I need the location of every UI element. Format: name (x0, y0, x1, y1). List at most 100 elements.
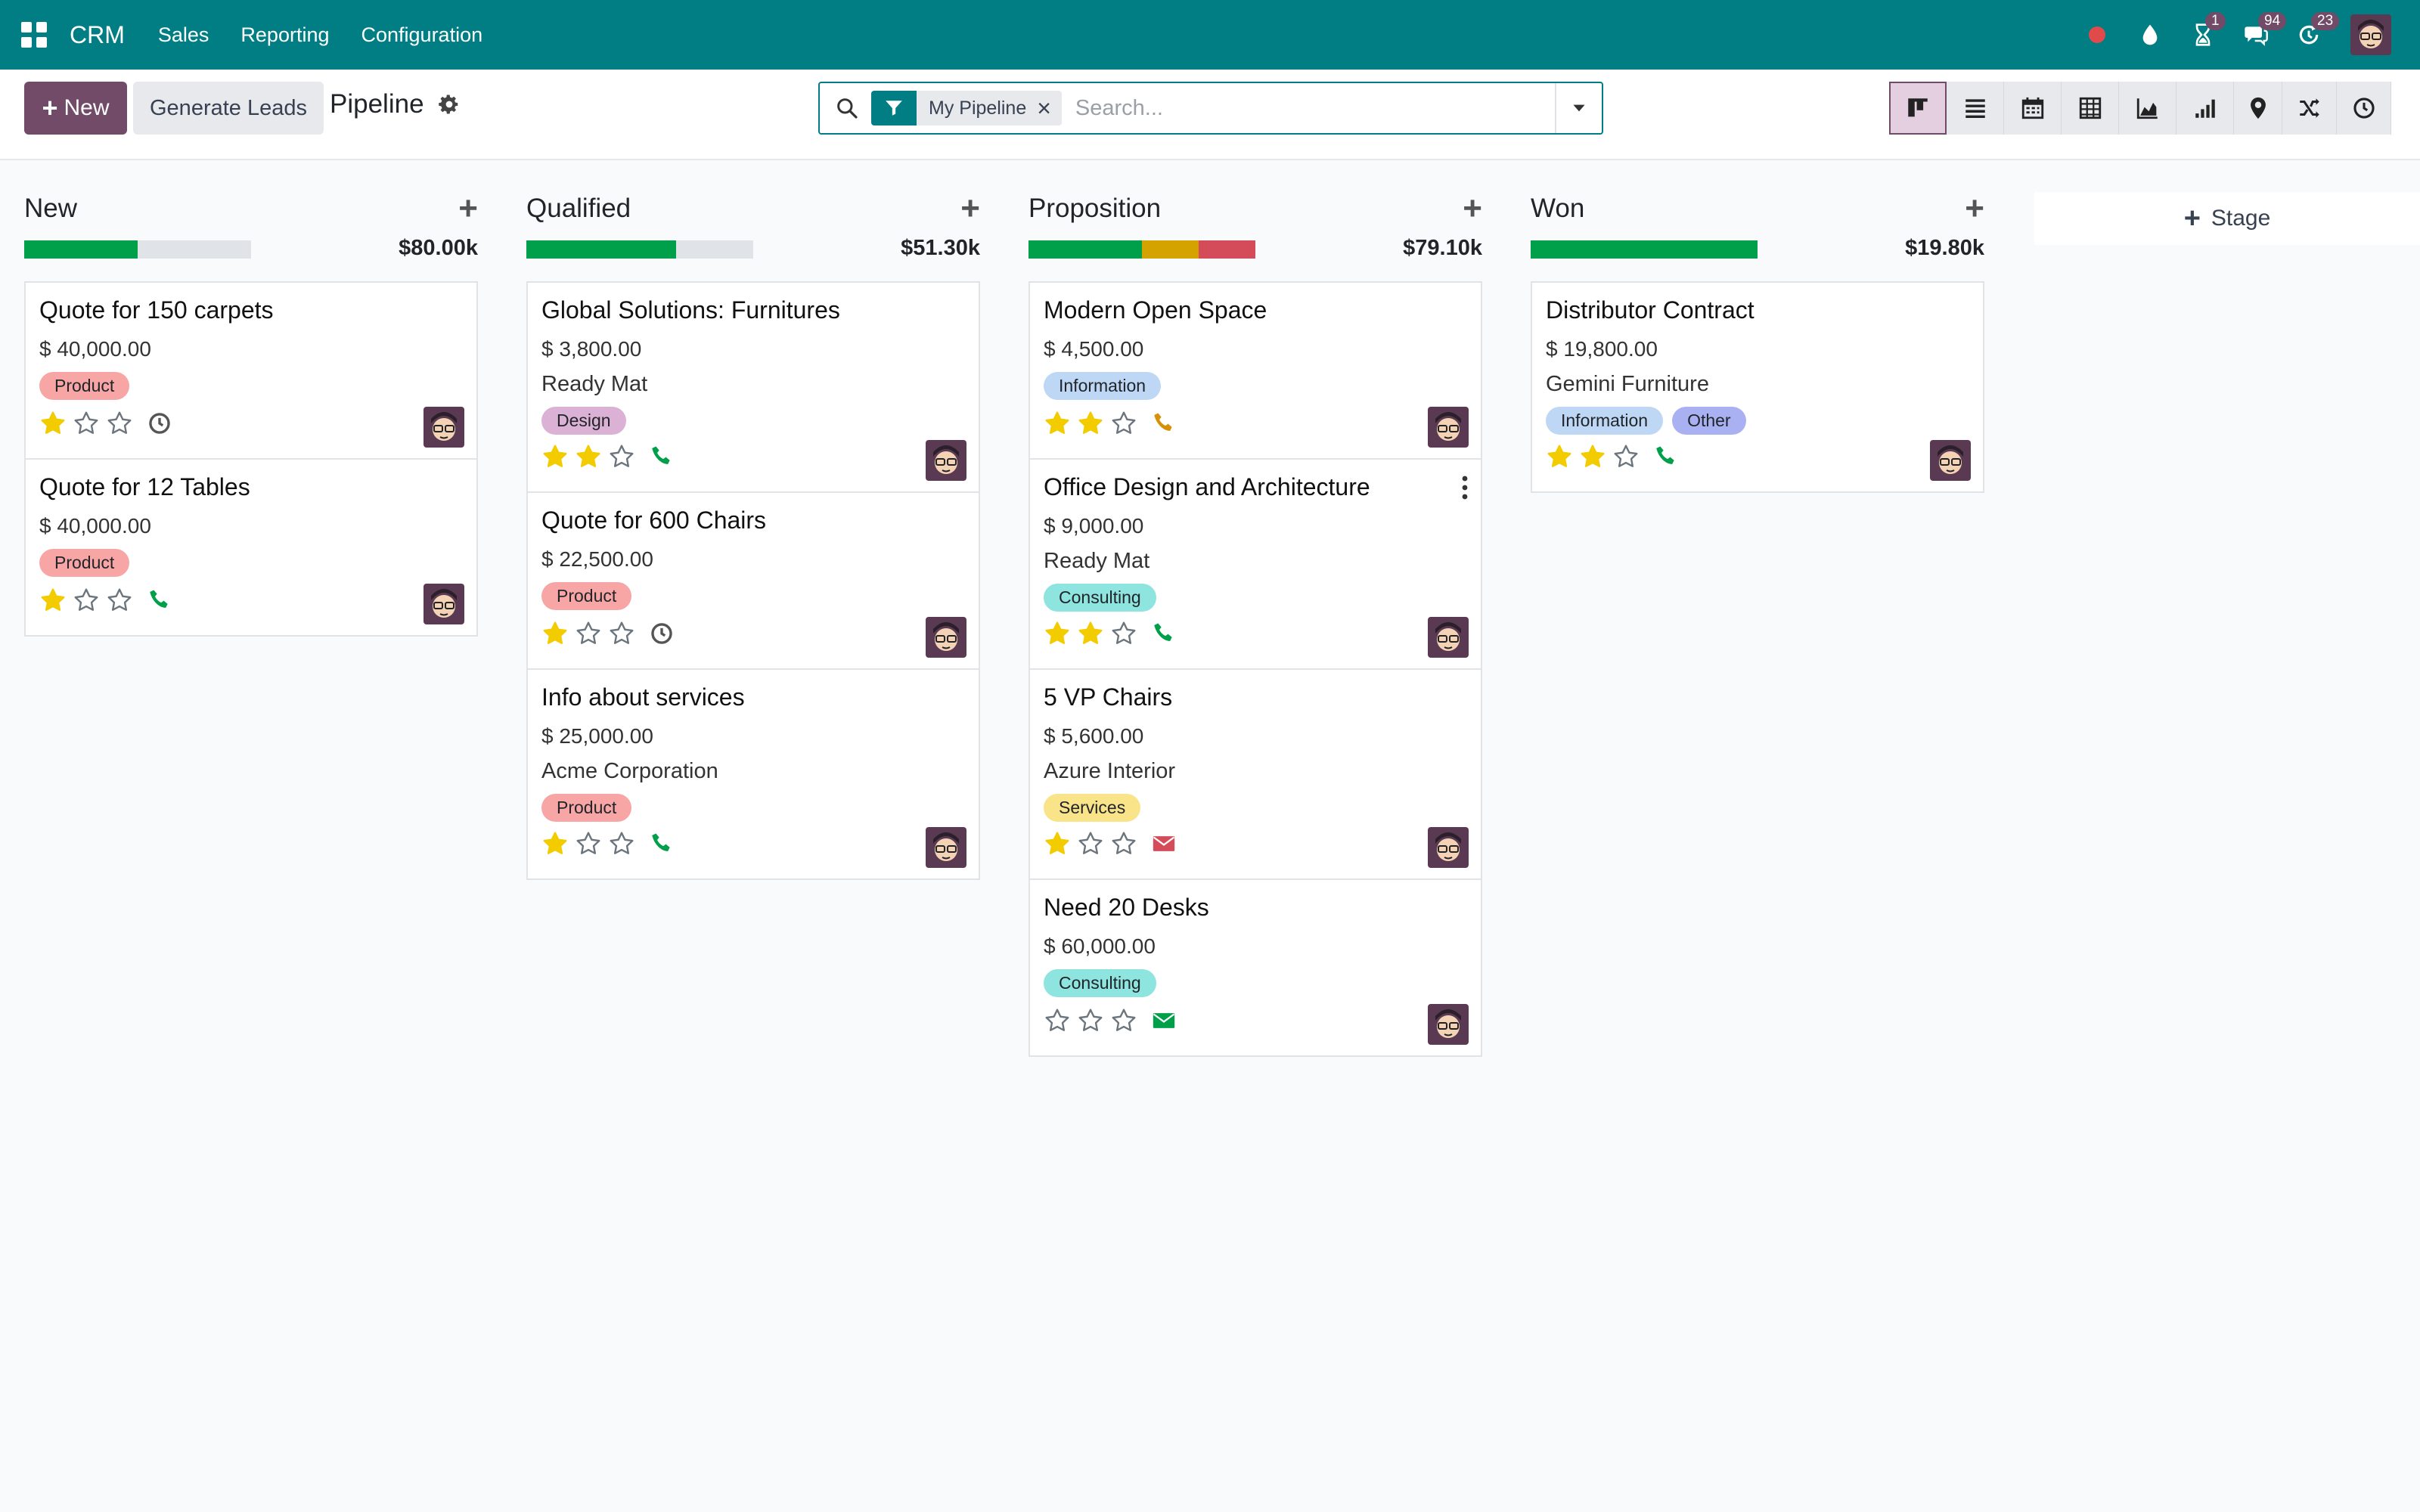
star-filled-icon[interactable] (39, 587, 67, 614)
star-empty-icon[interactable] (1077, 830, 1104, 857)
clock-icon[interactable] (147, 411, 172, 436)
kanban-card[interactable]: Quote for 12 Tables $ 40,000.00 Product (24, 458, 478, 637)
column-title[interactable]: New (24, 194, 78, 223)
star-filled-icon[interactable] (1044, 410, 1071, 437)
salesperson-avatar[interactable] (424, 584, 464, 624)
list-view-button[interactable] (1947, 82, 2004, 135)
kanban-card[interactable]: Need 20 Desks $ 60,000.00 Consulting (1028, 878, 1482, 1057)
graph-view-button[interactable] (2119, 82, 2176, 135)
app-brand[interactable]: CRM (70, 20, 125, 48)
phone-icon[interactable] (1653, 444, 1679, 469)
column-title[interactable]: Qualified (526, 194, 631, 223)
star-empty-icon[interactable] (106, 587, 133, 614)
messaging-menu[interactable]: 94 (2229, 0, 2287, 70)
salesperson-avatar[interactable] (926, 617, 966, 658)
column-progress-bar[interactable] (1028, 240, 1255, 259)
kanban-card[interactable]: Global Solutions: Furnitures $ 3,800.00 Re… (526, 281, 980, 493)
star-filled-icon[interactable] (39, 410, 67, 437)
progress-segment[interactable] (1142, 240, 1199, 259)
star-empty-icon[interactable] (1110, 1007, 1137, 1034)
calendar-view-button[interactable] (2004, 82, 2062, 135)
salesperson-avatar[interactable] (1428, 407, 1469, 448)
progress-segment[interactable] (526, 240, 676, 259)
salesperson-avatar[interactable] (1428, 827, 1469, 868)
salesperson-avatar[interactable] (1428, 1004, 1469, 1045)
kanban-card[interactable]: Modern Open Space $ 4,500.00 Information (1028, 281, 1482, 460)
star-filled-icon[interactable] (1546, 443, 1573, 470)
salesperson-avatar[interactable] (1930, 440, 1971, 481)
kanban-card[interactable]: Quote for 600 Chairs $ 22,500.00 Product (526, 491, 980, 670)
search-input[interactable] (1073, 94, 1531, 122)
pivot-view-button[interactable] (2062, 82, 2119, 135)
kanban-card[interactable]: Quote for 150 carpets $ 40,000.00 Product (24, 281, 478, 460)
progress-segment[interactable] (1028, 240, 1142, 259)
new-button[interactable]: + New (24, 82, 127, 135)
activity-flow-view-button[interactable] (2282, 82, 2337, 135)
star-empty-icon[interactable] (575, 620, 602, 647)
add-stage-button[interactable]: + Stage (2034, 192, 2420, 245)
column-title[interactable]: Proposition (1028, 194, 1162, 223)
salesperson-avatar[interactable] (926, 827, 966, 868)
kanban-card[interactable]: Office Design and Architecture $ 9,000.00… (1028, 458, 1482, 670)
star-empty-icon[interactable] (608, 620, 635, 647)
star-empty-icon[interactable] (73, 587, 100, 614)
map-view-button[interactable] (2234, 82, 2282, 135)
star-empty-icon[interactable] (1110, 620, 1137, 647)
phone-icon[interactable] (1151, 621, 1177, 646)
generate-leads-button[interactable]: Generate Leads (133, 82, 324, 135)
kanban-card[interactable]: Info about services $ 25,000.00 Acme Corpo… (526, 668, 980, 880)
recording-indicator[interactable] (2071, 0, 2124, 70)
star-empty-icon[interactable] (608, 443, 635, 470)
star-empty-icon[interactable] (575, 830, 602, 857)
kanban-card[interactable]: Distributor Contract $ 19,800.00 Gemini Fu… (1531, 281, 1984, 493)
progress-segment[interactable] (1199, 240, 1255, 259)
column-quick-add-icon[interactable]: + (1965, 190, 1984, 227)
column-progress-bar[interactable] (526, 240, 753, 259)
star-filled-icon[interactable] (541, 620, 569, 647)
phone-icon[interactable] (1151, 411, 1177, 436)
star-empty-icon[interactable] (1044, 1007, 1071, 1034)
menu-sales[interactable]: Sales (157, 23, 209, 46)
column-quick-add-icon[interactable]: + (1463, 190, 1482, 227)
star-filled-icon[interactable] (1077, 410, 1104, 437)
gear-icon[interactable] (438, 93, 461, 116)
star-empty-icon[interactable] (1612, 443, 1640, 470)
salesperson-avatar[interactable] (1428, 617, 1469, 658)
phone-icon[interactable] (649, 444, 675, 469)
kanban-card[interactable]: 5 VP Chairs $ 5,600.00 Azure Interior Servi… (1028, 668, 1482, 880)
star-filled-icon[interactable] (1077, 620, 1104, 647)
progress-segment[interactable] (1531, 240, 1758, 259)
user-avatar[interactable] (2344, 0, 2397, 70)
facet-remove-icon[interactable]: × (1037, 94, 1051, 122)
phone-icon[interactable] (147, 587, 172, 613)
salesperson-avatar[interactable] (926, 440, 966, 481)
column-progress-bar[interactable] (24, 240, 251, 259)
envelope-icon[interactable] (1151, 831, 1177, 857)
menu-reporting[interactable]: Reporting (240, 23, 330, 46)
cohort-view-button[interactable] (2176, 82, 2234, 135)
clock-menu[interactable]: 23 (2282, 0, 2340, 70)
phone-icon[interactable] (649, 831, 675, 857)
menu-configuration[interactable]: Configuration (361, 23, 483, 46)
star-empty-icon[interactable] (608, 830, 635, 857)
apps-menu-icon[interactable] (21, 22, 47, 48)
activities-menu[interactable]: 1 (2176, 0, 2229, 70)
star-empty-icon[interactable] (1110, 830, 1137, 857)
star-filled-icon[interactable] (1044, 620, 1071, 647)
star-empty-icon[interactable] (1110, 410, 1137, 437)
star-filled-icon[interactable] (1044, 830, 1071, 857)
column-progress-bar[interactable] (1531, 240, 1758, 259)
column-quick-add-icon[interactable]: + (458, 190, 478, 227)
activity-view-button[interactable] (2337, 82, 2391, 135)
star-empty-icon[interactable] (106, 410, 133, 437)
star-filled-icon[interactable] (1579, 443, 1606, 470)
envelope-icon[interactable] (1151, 1008, 1177, 1033)
kanban-view-button[interactable] (1889, 82, 1947, 135)
star-empty-icon[interactable] (73, 410, 100, 437)
card-menu-icon[interactable] (1461, 475, 1469, 500)
salesperson-avatar[interactable] (424, 407, 464, 448)
clock-icon[interactable] (649, 621, 675, 646)
star-filled-icon[interactable] (575, 443, 602, 470)
column-quick-add-icon[interactable]: + (960, 190, 980, 227)
star-filled-icon[interactable] (541, 443, 569, 470)
